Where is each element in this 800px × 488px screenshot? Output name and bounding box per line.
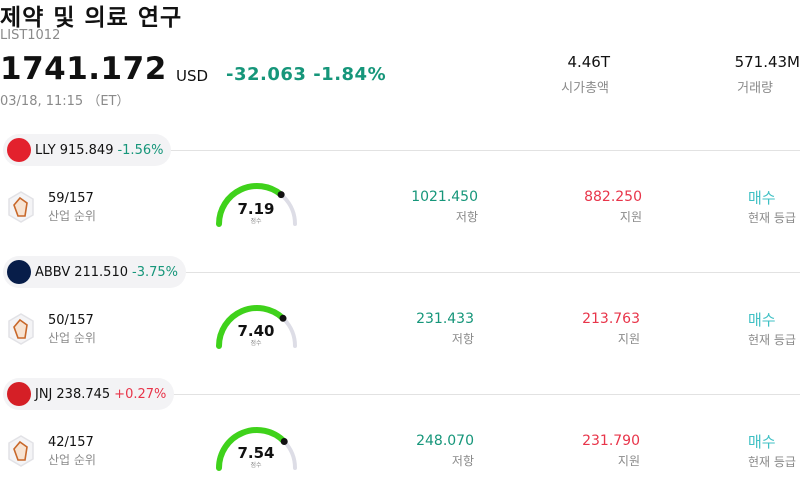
stock-change: -3.75% [132,264,178,280]
score-value: 7.54 [237,444,275,462]
stock-ticker: JNJ [35,386,53,402]
current-rating: 매수 [748,189,776,207]
support-value: 882.250 [584,189,642,205]
current-rating: 매수 [748,311,776,329]
row-divider [170,272,800,273]
resistance-label: 저항 [455,210,478,224]
score-gauge-fill [216,305,287,349]
score-gauge [216,183,297,227]
page-title: 제약 및 의료 연구 [0,5,183,31]
score-label: 점수 [250,462,262,469]
company-logo-icon [7,382,31,406]
score-gauge-fill [216,427,288,471]
stock-chip[interactable]: LLY 915.849 -1.56% [3,134,172,166]
support-label: 지원 [619,210,642,224]
stock-change: +0.27% [114,386,167,402]
current-rating-label: 현재 등급 [748,455,796,469]
stock-price: 238.745 [56,386,111,402]
stock-price: 211.510 [74,264,128,280]
stock-price: 915.849 [59,142,114,158]
stock-ticker: ABBV [35,264,71,280]
currency: USD [176,67,209,85]
resistance-value: 248.070 [416,433,474,449]
industry-rank-value: 59/157 [48,191,94,206]
score-gauge-marker [279,314,287,322]
score-label: 점수 [250,340,262,347]
industry-rank-icon [8,435,34,467]
index-price: 1741.172 [0,51,167,87]
score-value: 7.19 [237,200,275,218]
support-value: 231.790 [582,433,640,449]
stock-chip[interactable]: ABBV 211.510 -3.75% [3,256,186,288]
current-rating-label: 현재 등급 [748,333,796,347]
score-gauge-marker [280,437,288,445]
row-divider [170,150,800,151]
market-cap-label: 시가총액 [561,81,609,96]
industry-rank-icon [8,191,34,223]
resistance-label: 저항 [451,454,474,468]
current-rating-label: 현재 등급 [748,211,796,225]
score-gauge-fill [216,183,285,227]
stock-chip[interactable]: JNJ 238.745 +0.27% [3,378,175,410]
resistance-value: 231.433 [416,311,474,327]
industry-rank-label: 산업 순위 [48,209,96,223]
support-label: 지원 [617,332,640,346]
index-code: LIST1012 [0,28,61,43]
resistance-label: 저항 [451,332,474,346]
score-gauge [216,427,297,471]
index-change: -32.063 -1.84% [226,64,387,85]
company-logo-icon [7,260,31,284]
score-gauge-marker [277,191,285,199]
market-cap-value: 4.46T [567,53,610,71]
support-label: 지원 [617,454,640,468]
industry-rank-value: 42/157 [48,435,94,450]
industry-rank-label: 산업 순위 [48,331,96,345]
support-value: 213.763 [582,311,640,327]
stock-change: -1.56% [117,142,164,158]
row-divider [170,394,800,395]
score-label: 점수 [250,218,262,225]
score-value: 7.40 [237,322,275,340]
industry-rank-label: 산업 순위 [48,453,96,467]
current-rating: 매수 [748,433,776,451]
timestamp: 03/18, 11:15 （ET） [0,94,130,109]
stock-ticker: LLY [35,142,56,158]
score-gauge [216,305,297,349]
volume-value: 571.43M [734,53,800,71]
industry-rank-value: 50/157 [48,313,94,328]
resistance-value: 1021.450 [411,189,478,205]
company-logo-icon [7,138,31,162]
volume-label: 거래량 [737,81,773,96]
industry-rank-icon [8,313,34,345]
